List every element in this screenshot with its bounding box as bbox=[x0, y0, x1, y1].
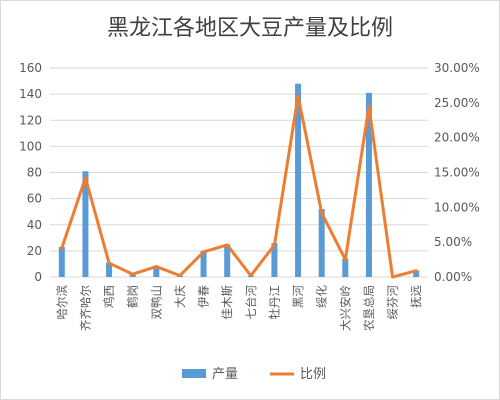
category-label: 鹤岗 bbox=[126, 285, 140, 308]
y-left-tick-label: 120 bbox=[19, 113, 42, 127]
bar bbox=[295, 83, 302, 277]
category-label: 绥化 bbox=[315, 285, 329, 308]
bar bbox=[82, 171, 89, 277]
category-label: 大庆 bbox=[173, 285, 187, 308]
series-line bbox=[60, 94, 418, 279]
category-label: 齐齐哈尔 bbox=[78, 285, 92, 331]
bar bbox=[58, 246, 65, 277]
y-right-tick-label: 5.00% bbox=[434, 235, 472, 249]
category-label: 七台河 bbox=[244, 285, 258, 320]
y-left-tick-label: 140 bbox=[19, 87, 42, 101]
category-label: 哈尔滨 bbox=[55, 285, 69, 320]
y-right-tick-label: 10.00% bbox=[434, 200, 480, 214]
bar bbox=[224, 244, 231, 277]
y-right-tick-label: 30.00% bbox=[434, 61, 480, 75]
bar bbox=[200, 250, 207, 277]
category-label: 佳木斯 bbox=[220, 285, 234, 320]
legend-swatch-bar bbox=[182, 369, 206, 378]
y-left-tick-label: 60 bbox=[27, 192, 42, 206]
y-right-tick-label: 0.00% bbox=[434, 270, 472, 284]
legend-label-line: 比例 bbox=[300, 367, 326, 382]
chart-title: 黑龙江各地区大豆产量及比例 bbox=[106, 16, 393, 41]
legend-label-bar: 产量 bbox=[212, 367, 238, 382]
y-left-tick-label: 80 bbox=[27, 166, 42, 180]
bar bbox=[271, 243, 278, 277]
category-label: 抚远 bbox=[409, 285, 423, 308]
y-left-tick-label: 40 bbox=[27, 218, 42, 232]
bar bbox=[413, 270, 420, 277]
category-label: 绥芬河 bbox=[386, 285, 400, 320]
y-right-tick-label: 20.00% bbox=[434, 131, 480, 145]
bar bbox=[153, 266, 160, 277]
category-label: 黑河 bbox=[291, 285, 305, 308]
category-label: 鸡西 bbox=[102, 285, 116, 308]
y-right-tick-label: 15.00% bbox=[434, 166, 480, 180]
category-label: 双鸭山 bbox=[149, 285, 163, 320]
y-left-tick-label: 20 bbox=[27, 244, 42, 258]
y-left-tick-label: 100 bbox=[19, 139, 42, 153]
bar bbox=[342, 258, 349, 277]
bar bbox=[365, 92, 372, 277]
y-left-tick-label: 160 bbox=[19, 61, 42, 75]
category-label: 大兴安岭 bbox=[338, 285, 352, 331]
bar bbox=[106, 262, 113, 277]
y-right-tick-label: 25.00% bbox=[434, 96, 480, 110]
category-label: 伊春 bbox=[197, 285, 211, 308]
y-left-tick-label: 0 bbox=[34, 270, 42, 284]
bar bbox=[318, 209, 325, 277]
category-label: 农垦总局 bbox=[362, 285, 376, 331]
category-label: 牡丹江 bbox=[267, 285, 281, 320]
